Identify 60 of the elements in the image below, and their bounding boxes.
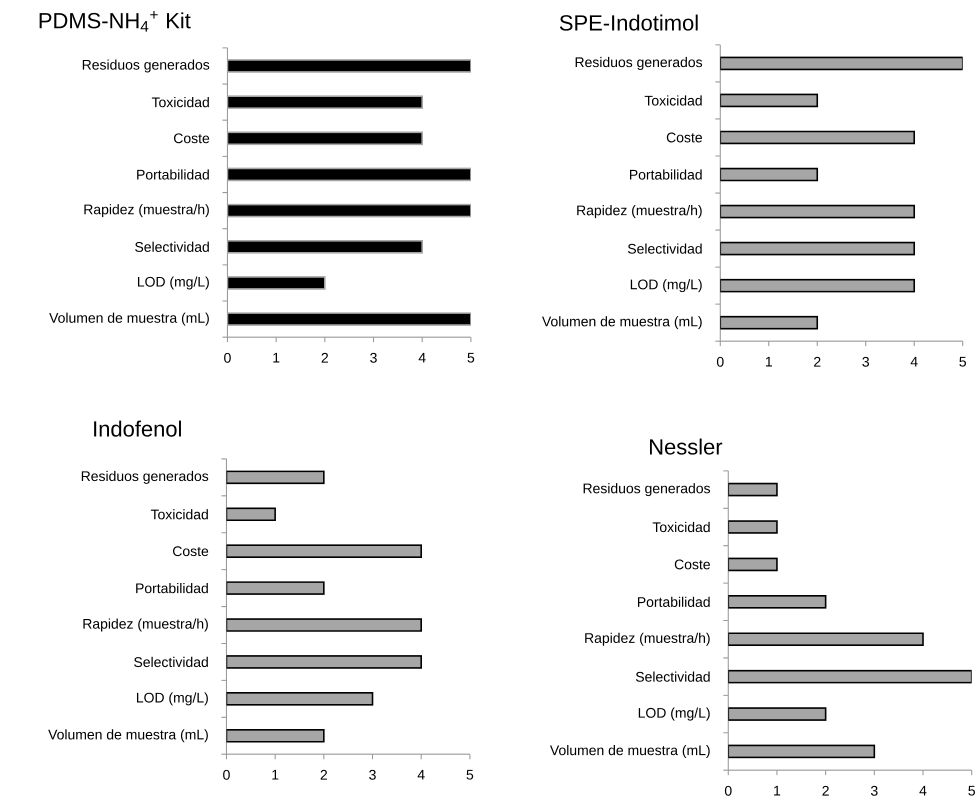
y-tick-label: Rapidez (muestra/h) [84,204,209,218]
y-tick-label: Toxicidad [652,522,710,532]
x-tick-label: 5 [468,352,474,363]
x-tick-label: 2 [322,352,328,363]
chart-title: PDMS-NH$_{4}$$^{+}$ Kit [40,10,191,32]
x-tick-label: 1 [273,352,280,362]
y-tick-label: Volumen de muestra (mL) [48,729,208,742]
y-tick-label: Toxicidad [150,509,208,520]
x-tick-label: 0 [224,352,231,363]
x-tick-label: 0 [716,356,724,367]
y-tick-label: LOD (mg/L) [638,708,710,721]
y-tick-label: Portabilidad [630,169,702,180]
x-tick-label: 0 [724,786,732,796]
x-tick-label: 2 [320,770,327,780]
y-tick-label: Residuos generados [82,470,208,484]
y-tick-label: Toxicidad [152,96,209,108]
x-tick-label: 0 [223,770,230,780]
y-tick-label: LOD (mg/L) [136,692,208,706]
y-tick-label: Portabilidad [137,169,209,180]
y-tick-label: LOD (mg/L) [138,276,209,290]
y-tick-label: Selectividad [628,243,702,254]
x-tick-label: 5 [959,356,966,367]
chart-title: SPE-Indotimol [560,14,698,31]
x-tick-label: 4 [418,352,426,362]
y-tick-label: Rapidez (muestra/h) [577,205,702,218]
x-tick-label: 3 [369,770,376,780]
y-tick-label: Volumen de muestra (mL) [550,744,710,758]
y-tick-label: Selectividad [134,656,208,668]
x-tick-label: 5 [466,770,474,780]
y-tick-label: Residuos generados [576,56,702,70]
x-tick-label: 5 [968,786,975,796]
y-tick-label: Selectividad [636,671,710,682]
x-tick-label: 1 [766,356,772,366]
y-tick-label: LOD (mg/L) [630,279,702,292]
y-tick-label: Residuos generados [82,59,210,72]
y-tick-label: Coste [674,559,710,570]
x-tick-label: 3 [862,356,870,367]
y-tick-label: Volumen de muestra (mL) [49,312,209,326]
x-tick-label: 2 [814,356,820,367]
y-tick-label: Rapidez (muestra/h) [585,632,710,646]
y-tick-label: Coste [174,133,210,144]
chart-title: Indofenol [94,420,181,437]
y-tick-label: Portabilidad [136,582,208,594]
y-tick-label: Volumen de muestra (mL) [542,316,702,330]
y-tick-label: Portabilidad [638,596,710,607]
y-tick-label: Residuos generados [584,483,710,496]
y-tick-label: Toxicidad [644,95,702,106]
x-tick-label: 2 [822,786,829,796]
x-tick-label: 4 [418,770,425,780]
y-tick-label: Coste [173,546,208,556]
y-tick-label: Coste [666,132,702,142]
y-tick-label: Selectividad [135,242,209,252]
chart-title: Nessler [650,438,722,455]
x-tick-label: 4 [919,786,926,796]
x-tick-label: 1 [272,770,278,780]
x-tick-label: 3 [870,786,878,796]
x-tick-label: 3 [370,352,377,363]
x-tick-label: 4 [910,356,918,366]
x-tick-label: 1 [774,786,780,796]
y-tick-label: Rapidez (muestra/h) [83,618,208,632]
